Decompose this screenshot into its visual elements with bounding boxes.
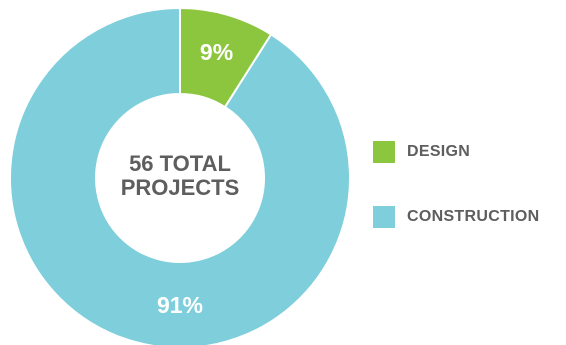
donut-chart: 9% 91% 56 TOTAL PROJECTS [9,6,351,345]
slice-construction [9,6,351,345]
donut-slices [9,6,351,345]
slice-label-design: 9% [200,39,233,65]
legend-item-construction: CONSTRUCTION [373,203,539,231]
center-label-line-1: 56 TOTAL [129,151,231,176]
slice-label-construction: 91% [157,292,203,318]
chart-legend: DESIGN CONSTRUCTION [373,138,539,268]
legend-label-construction: CONSTRUCTION [407,208,540,225]
legend-label-design: DESIGN [407,143,471,160]
legend-item-design: DESIGN [373,138,539,166]
slice-labels: 9% 91% [157,39,233,318]
center-label-line-2: PROJECTS [121,175,240,200]
legend-swatch-construction [373,206,395,228]
legend-swatch-design [373,141,395,163]
